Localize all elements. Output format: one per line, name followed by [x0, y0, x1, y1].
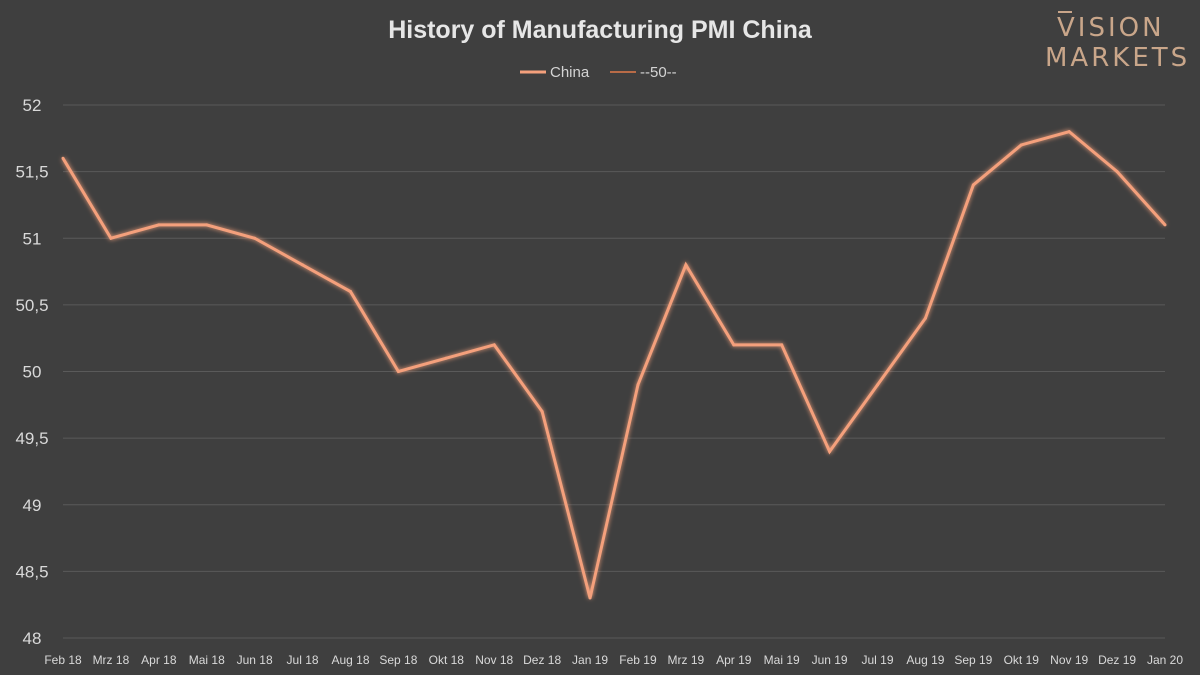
- y-tick-label: 48,5: [15, 562, 48, 581]
- x-tick-label: Aug 18: [331, 653, 369, 667]
- chart-title: History of Manufacturing PMI China: [388, 16, 813, 44]
- y-tick-label: 51: [23, 229, 42, 248]
- gridlines: [63, 104, 1165, 639]
- x-tick-label: Jul 18: [287, 653, 319, 667]
- china-data-point: [444, 356, 448, 360]
- china-data-point: [205, 223, 209, 227]
- china-data-point: [1067, 130, 1071, 134]
- x-tick-label: Jan 19: [572, 653, 608, 667]
- china-data-point: [492, 343, 496, 347]
- china-data-point: [732, 343, 736, 347]
- china-data-point: [876, 383, 880, 387]
- vision-markets-logo: VISION MARKETS: [1045, 11, 1190, 73]
- china-data-point: [1163, 223, 1167, 227]
- x-tick-label: Mrz 18: [93, 653, 130, 667]
- legend-item-fifty: --50--: [610, 64, 677, 81]
- x-tick-label: Dez 19: [1098, 653, 1136, 667]
- x-tick-label: Jun 19: [812, 653, 848, 667]
- china-data-point: [1019, 143, 1023, 147]
- china-data-point: [540, 409, 544, 413]
- china-data-point: [348, 290, 352, 294]
- x-tick-label: Nov 18: [475, 653, 513, 667]
- china-data-point: [684, 263, 688, 267]
- x-tick-label: Dez 18: [523, 653, 561, 667]
- china-data-point: [301, 263, 305, 267]
- legend-item-china: China: [520, 64, 590, 81]
- x-tick-label: Okt 19: [1004, 653, 1040, 667]
- y-tick-label: 48: [23, 629, 42, 648]
- x-tick-label: Nov 19: [1050, 653, 1088, 667]
- logo-line2: MARKETS: [1045, 43, 1190, 73]
- x-tick-label: Mai 19: [764, 653, 800, 667]
- china-data-point: [971, 183, 975, 187]
- china-data-point: [923, 316, 927, 320]
- x-axis-tick-labels: Feb 18 Mrz 18 Apr 18 Mai 18 Jun 18 Jul 18 Aug …: [44, 653, 1183, 667]
- x-tick-label: Jun 18: [237, 653, 273, 667]
- x-tick-label: Feb 18: [44, 653, 82, 667]
- china-series-line: [61, 129, 1167, 599]
- china-data-point: [157, 223, 161, 227]
- x-tick-label: Jan 20: [1147, 653, 1183, 667]
- x-tick-label: Aug 19: [906, 653, 944, 667]
- y-tick-label: 49: [23, 496, 42, 515]
- y-tick-label: 50: [23, 363, 42, 382]
- china-data-point: [253, 236, 257, 240]
- y-tick-label: 49,5: [15, 429, 48, 448]
- y-axis-tick-labels: 48 48,5 49 49,5 50 50,5 51 51,5 52: [15, 96, 48, 648]
- y-tick-label: 51,5: [15, 163, 48, 182]
- x-tick-label: Mai 18: [189, 653, 225, 667]
- china-data-point: [588, 596, 592, 600]
- legend-label-china: China: [550, 64, 590, 81]
- x-tick-label: Feb 19: [619, 653, 657, 667]
- x-tick-label: Sep 19: [954, 653, 992, 667]
- legend: China --50--: [520, 64, 677, 81]
- x-tick-label: Mrz 19: [668, 653, 705, 667]
- china-data-point: [636, 383, 640, 387]
- china-data-point: [396, 370, 400, 373]
- legend-label-fifty: --50--: [640, 64, 677, 81]
- china-series: [61, 129, 1167, 600]
- china-data-point: [61, 156, 65, 160]
- china-data-point: [109, 236, 113, 240]
- y-tick-label: 52: [23, 96, 42, 115]
- china-data-point: [828, 449, 832, 453]
- logo-line1: VISION: [1057, 13, 1165, 43]
- x-tick-label: Okt 18: [429, 653, 465, 667]
- china-data-point: [1115, 170, 1119, 174]
- x-tick-label: Jul 19: [862, 653, 894, 667]
- y-tick-label: 50,5: [15, 296, 48, 315]
- x-tick-label: Apr 18: [141, 653, 177, 667]
- x-tick-label: Sep 18: [379, 653, 417, 667]
- china-data-point: [780, 343, 784, 347]
- x-tick-label: Apr 19: [716, 653, 752, 667]
